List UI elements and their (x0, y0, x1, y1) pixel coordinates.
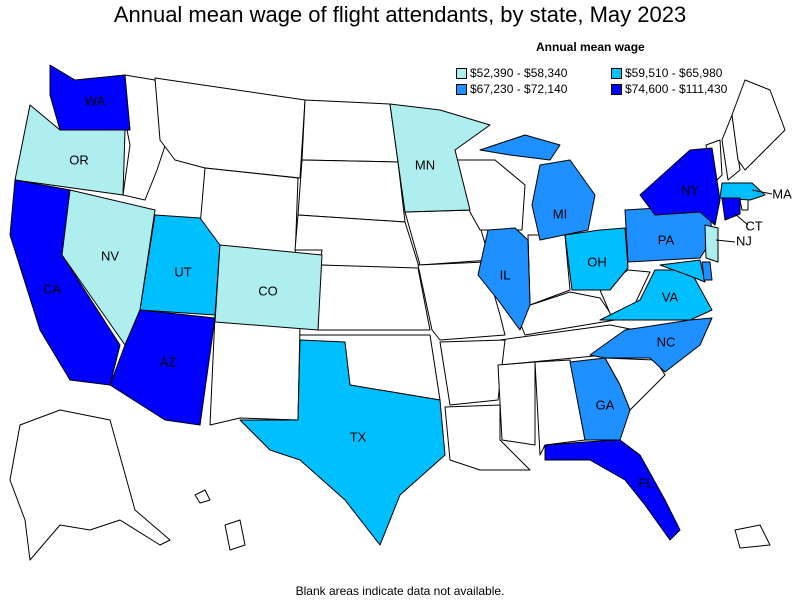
legend-label-3: $67,230 - $72,140 (470, 82, 568, 96)
state-ks (317, 264, 431, 331)
label-ut: UT (174, 264, 191, 279)
label-ga: GA (596, 397, 615, 412)
label-wa: WA (85, 93, 106, 108)
label-az: AZ (160, 354, 177, 369)
state-nh (721, 114, 741, 181)
legend-item-1: $52,390 - $58,340 (456, 66, 567, 80)
state-mi (531, 159, 596, 241)
map-title: Annual mean wage of flight attendants, b… (113, 2, 687, 27)
state-fl (544, 439, 681, 541)
state-hi (194, 489, 211, 504)
label-ct: CT (745, 218, 762, 233)
state-wi (451, 159, 526, 231)
state-nd (301, 99, 399, 163)
legend-swatch-4 (611, 83, 622, 95)
legend-swatch-3 (456, 83, 467, 95)
label-il: IL (500, 267, 511, 282)
state-co (214, 244, 323, 331)
label-or: OR (69, 152, 89, 167)
label-ca: CA (43, 281, 61, 296)
legend-item-2: $59,510 - $65,980 (611, 66, 722, 80)
label-nc: NC (657, 334, 676, 349)
state-ky (514, 291, 616, 336)
label-pa: PA (658, 232, 675, 247)
legend-label-2: $59,510 - $65,980 (625, 66, 723, 80)
state-ct (721, 197, 741, 221)
footnote: Blank areas indicate data not available. (295, 584, 505, 598)
state-or (14, 104, 126, 196)
state-sd (297, 159, 406, 223)
state-wa (49, 64, 131, 131)
state-ms (497, 361, 536, 446)
state-ak (9, 409, 171, 561)
state-mi-upper (479, 134, 561, 161)
legend-swatch-1 (456, 67, 467, 79)
state-de (701, 261, 713, 281)
state-mn (389, 103, 491, 213)
legend-label-4: $74,600 - $111,430 (625, 82, 728, 96)
label-mi: MI (553, 206, 567, 221)
label-co: CO (258, 283, 278, 298)
state-pr (734, 524, 771, 549)
state-hi-2 (224, 519, 246, 551)
state-ny (639, 147, 721, 226)
state-al (534, 359, 586, 456)
legend-item-4: $74,600 - $111,430 (611, 82, 727, 96)
legend-label-1: $52,390 - $58,340 (470, 66, 568, 80)
legend-swatch-2 (611, 67, 622, 79)
state-md (659, 259, 706, 283)
label-ma: MA (772, 186, 792, 201)
state-nj (704, 224, 719, 263)
label-tx: TX (350, 429, 367, 444)
state-nc (589, 317, 713, 373)
leader-nj (715, 239, 736, 243)
leader-ct (734, 213, 749, 226)
label-nj: NJ (736, 233, 752, 248)
label-fl: FL (638, 475, 653, 490)
label-oh: OH (587, 254, 607, 269)
legend-title: Annual mean wage (536, 40, 645, 54)
blank-states (9, 74, 786, 561)
state-mt (154, 77, 306, 179)
state-me (731, 79, 786, 171)
state-ma (719, 182, 766, 201)
label-mn: MN (415, 157, 435, 172)
label-nv: NV (101, 248, 119, 263)
legend-item-3: $67,230 - $72,140 (456, 82, 567, 96)
state-tx (239, 339, 446, 546)
leader-ma (751, 189, 773, 195)
state-nm (209, 314, 301, 426)
label-ny: NY (681, 182, 699, 197)
state-il (477, 227, 531, 331)
state-ga (569, 357, 631, 441)
state-oh (564, 227, 629, 291)
label-va: VA (662, 289, 679, 304)
state-ar (439, 339, 506, 406)
